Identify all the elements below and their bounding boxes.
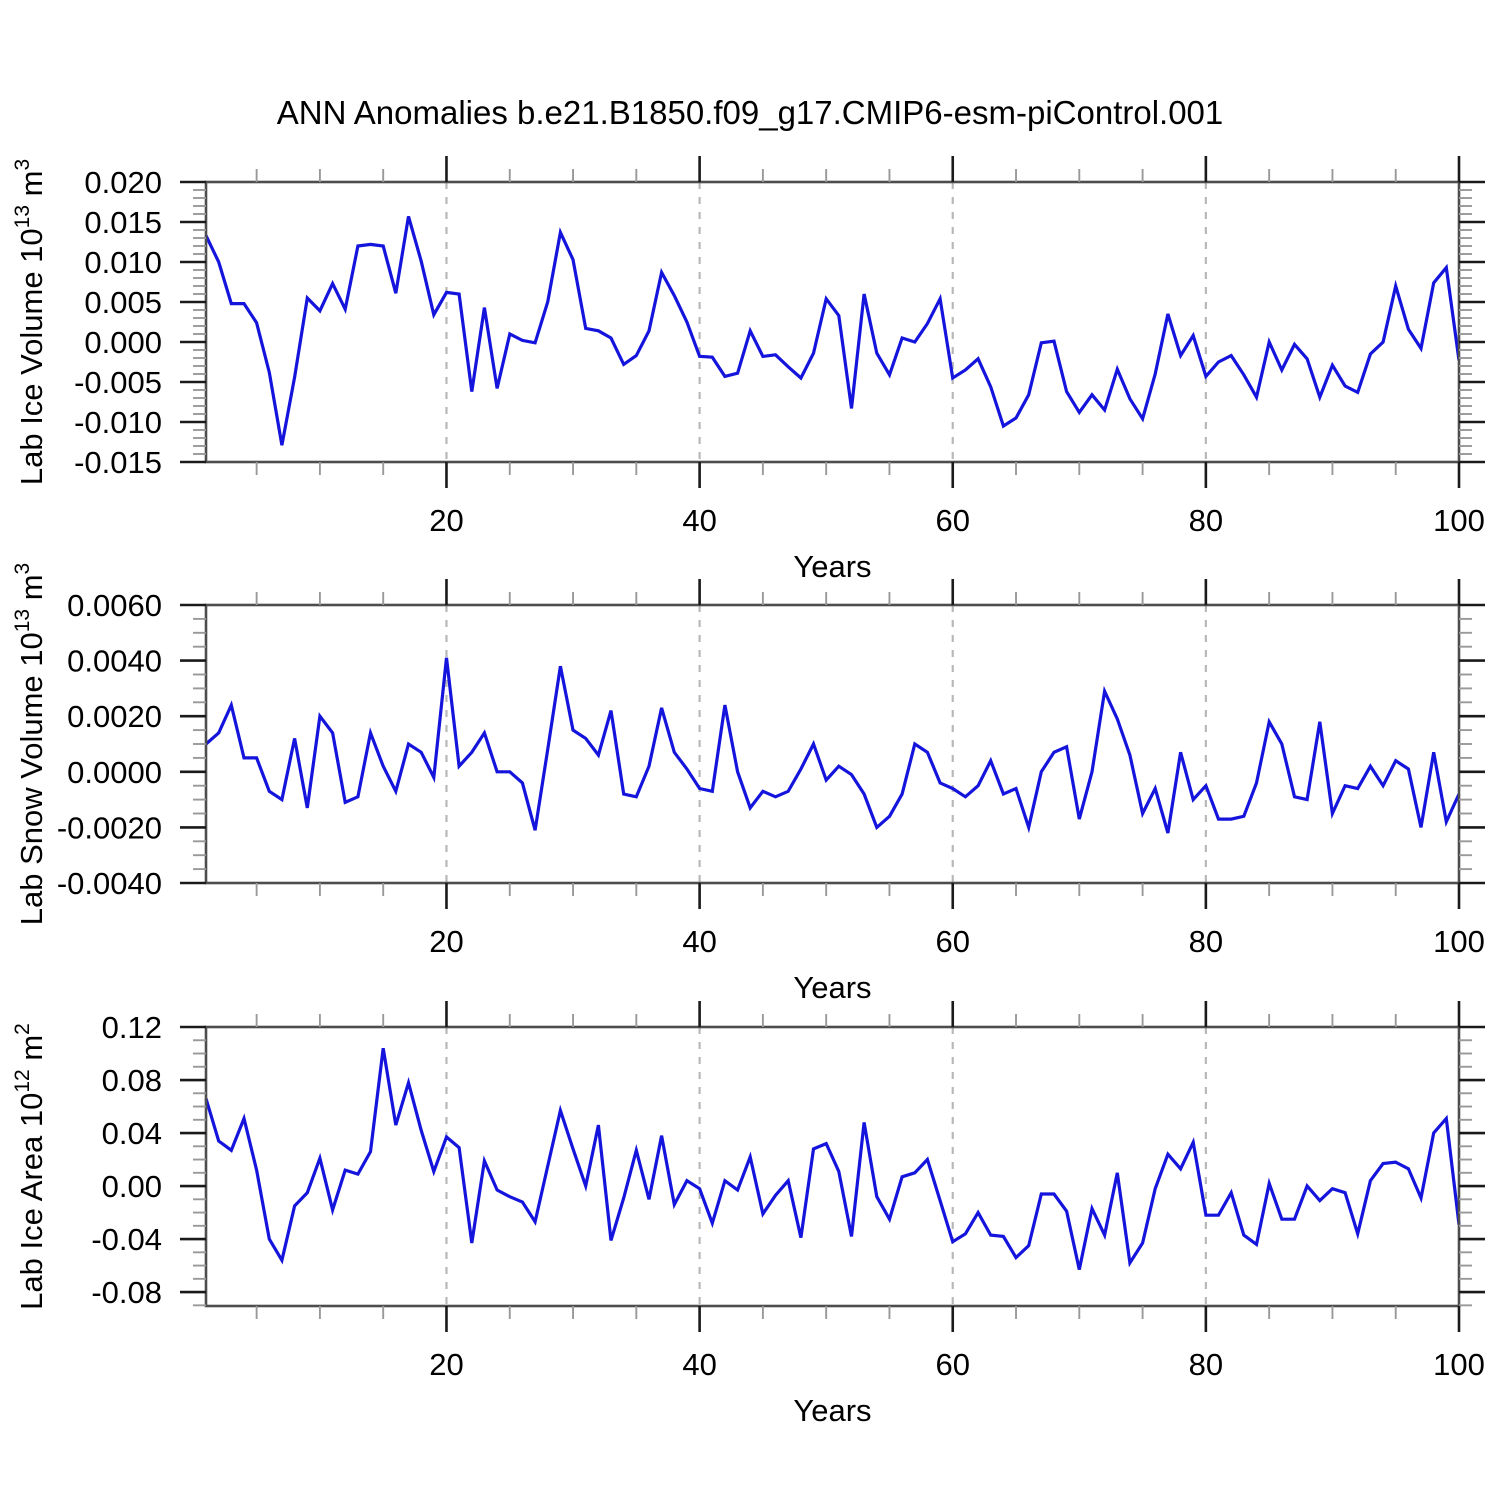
- figure-title: ANN Anomalies b.e21.B1850.f09_g17.CMIP6-…: [277, 94, 1224, 131]
- y-axis-title-text: Lab Snow Volume 10: [14, 632, 49, 925]
- x-tick-label: 100: [1433, 1347, 1485, 1382]
- x-tick-label: 60: [935, 503, 969, 538]
- y-tick-label: -0.010: [74, 405, 162, 440]
- y-tick-label: -0.08: [91, 1275, 162, 1310]
- y-tick-label: -0.015: [74, 445, 162, 480]
- plot-frame: [204, 180, 1461, 464]
- x-tick-label: 20: [429, 924, 463, 959]
- y-tick-label: 0.015: [84, 205, 162, 240]
- x-tick-label: 20: [429, 503, 463, 538]
- x-tick-label: 60: [935, 1347, 969, 1382]
- x-tick-label: 40: [682, 503, 716, 538]
- y-tick-label: 0.0060: [67, 588, 162, 623]
- y-tick-label: -0.0040: [57, 866, 162, 901]
- x-tick-label: 80: [1189, 924, 1223, 959]
- y-tick-label: -0.0020: [57, 810, 162, 845]
- y-tick-label: 0.000: [84, 325, 162, 360]
- chart-panel-2: 0.0060 0.0040 0.0020 0.0000 -0.0020 -0.0040 20…: [11, 563, 1485, 1005]
- x-tick-label: 60: [935, 924, 969, 959]
- y-axis-title-superscript: 13: [11, 205, 34, 228]
- y-axis-title-superscript: 13: [11, 609, 34, 632]
- y-tick-label: 0.08: [102, 1063, 162, 1098]
- y-tick-label: 0.0000: [67, 755, 162, 790]
- series-line: [204, 1047, 1461, 1270]
- y-axis-title-superscript: 12: [11, 1069, 34, 1092]
- chart-panel-3: 0.12 0.08 0.04 0.00 -0.04 -0.08 20 40 60 80 100 Yea…: [11, 1001, 1485, 1428]
- y-axis-title-superscript: 2: [11, 1023, 34, 1035]
- x-tick-label: 80: [1189, 503, 1223, 538]
- y-tick-label: 0.04: [102, 1116, 162, 1151]
- y-axis-title-text: Lab Ice Area 10: [14, 1093, 49, 1310]
- y-axis-title: Lab Ice Area 1012 m2: [11, 1023, 49, 1310]
- y-axis-title-superscript: 3: [11, 563, 34, 575]
- x-axis-title: Years: [793, 970, 871, 1005]
- y-tick-label: 0.0040: [67, 644, 162, 679]
- x-axis-title: Years: [793, 549, 871, 584]
- y-axis-title: Lab Snow Volume 1013 m3: [11, 563, 49, 925]
- y-tick-label: 0.00: [102, 1169, 162, 1204]
- charts-root: 0.020 0.015 0.010 0.005 0.000 -0.005 -0.010 -0.…: [11, 156, 1485, 1428]
- x-tick-label: 100: [1433, 503, 1485, 538]
- x-tick-label: 40: [682, 1347, 716, 1382]
- y-tick-label: 0.12: [102, 1010, 162, 1045]
- series-line: [204, 657, 1461, 834]
- y-axis-title-text: m: [14, 1035, 49, 1069]
- chart-panel-1: 0.020 0.015 0.010 0.005 0.000 -0.005 -0.010 -0.…: [11, 156, 1485, 584]
- x-tick-label: 20: [429, 1347, 463, 1382]
- y-axis-title-text: Lab Ice Volume 10: [14, 228, 49, 485]
- series-line: [204, 215, 1461, 446]
- y-tick-label: 0.0020: [67, 699, 162, 734]
- y-tick-label: 0.010: [84, 245, 162, 280]
- y-axis-title-text: m: [14, 574, 49, 608]
- x-tick-label: 100: [1433, 924, 1485, 959]
- x-axis-title: Years: [793, 1393, 871, 1428]
- y-axis-title: Lab Ice Volume 1013 m3: [11, 159, 49, 485]
- y-axis-title-superscript: 3: [11, 159, 34, 171]
- plot-frame: [204, 1025, 1461, 1308]
- x-tick-label: 80: [1189, 1347, 1223, 1382]
- y-tick-label: -0.04: [91, 1222, 162, 1257]
- x-tick-label: 40: [682, 924, 716, 959]
- y-tick-label: -0.005: [74, 365, 162, 400]
- y-axis-title-text: m: [14, 171, 49, 205]
- y-tick-label: 0.020: [84, 165, 162, 200]
- y-tick-label: 0.005: [84, 285, 162, 320]
